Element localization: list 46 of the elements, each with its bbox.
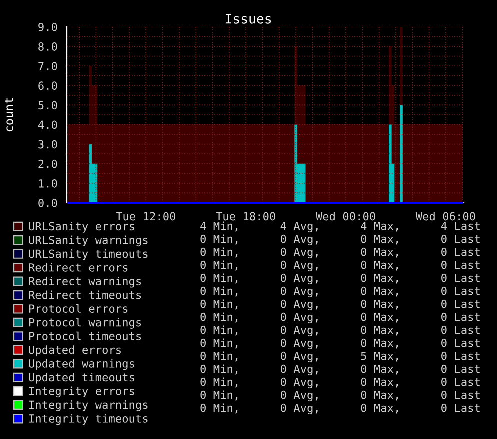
legend-label: Protocol timeouts — [30, 332, 142, 340]
text: 0 Min, 0 Avg, 0 Max, 0 Last — [200, 390, 480, 402]
x-tick-label: Wed 06:00 — [416, 212, 476, 221]
y-tick-label: 5.0 — [38, 101, 58, 110]
legend-label: URLSanity errors — [29, 222, 134, 233]
y-tick-label: 1.0 — [39, 179, 58, 188]
text: 0 Min, 0 Avg, 0 Max, 0 Last — [200, 326, 480, 337]
text: 0 Min, 0 Avg, 0 Max, 0 Last — [200, 364, 480, 376]
legend-label: Redirect timeouts — [29, 290, 142, 300]
legend-label: URLSanity warnings — [29, 236, 148, 247]
legend-label: Integrity timeouts — [30, 414, 148, 426]
y-tick-label: 3.0 — [38, 140, 58, 149]
text: 0 Min, 0 Avg, 0 Max, 0 Last — [200, 404, 480, 415]
legend-label: Updated timeouts — [29, 373, 134, 384]
legend-label: Updated errors — [29, 346, 121, 356]
text: 0 Min, 0 Avg, 0 Max, 0 Last — [200, 260, 480, 272]
x-tick-label: Wed 00:00 — [316, 212, 376, 221]
text: 0 Min, 0 Avg, 0 Max, 0 Last — [200, 274, 480, 285]
text: 0 Min, 0 Avg, 0 Max, 0 Last — [200, 338, 480, 350]
chart-title: Issues — [226, 14, 272, 24]
legend-label: Integrity warnings — [30, 400, 148, 412]
legend-label: Redirect warnings — [29, 276, 142, 288]
y-tick-label: 7.0 — [38, 62, 58, 71]
y-tick-label: 9.0 — [38, 23, 58, 32]
x-tick-label: Tue 12:00 — [116, 212, 176, 221]
text: 4 Min, 4 Avg, 4 Max, 4 Last — [200, 222, 480, 233]
text: 0 Min, 0 Avg, 0 Max, 0 Last — [200, 300, 480, 311]
y-tick-label: 2.0 — [38, 160, 58, 168]
text: 0 Min, 0 Avg, 0 Max, 0 Last — [200, 378, 480, 389]
y-axis-title: count — [5, 98, 14, 132]
y-tick-label: 6.0 — [38, 82, 58, 90]
x-tick-label: Tue 18:00 — [216, 212, 276, 221]
text: 0 Min, 0 Avg, 0 Max, 0 Last — [200, 234, 480, 246]
y-tick-label: 0.0 — [38, 199, 58, 208]
text: 0 Min, 0 Avg, 0 Max, 0 Last — [200, 286, 480, 298]
text: 0 Min, 0 Avg, 5 Max, 0 Last — [200, 352, 480, 363]
legend-label: Protocol errors — [30, 304, 128, 314]
y-tick-label: 4.0 — [38, 120, 58, 130]
text: 0 Min, 0 Avg, 0 Max, 0 Last — [200, 312, 480, 324]
legend-label: Redirect errors — [29, 263, 128, 272]
y-tick-label: 8.0 — [38, 42, 58, 51]
legend-label: Updated warnings — [29, 359, 134, 370]
legend-label: URLSanity timeouts — [29, 250, 148, 260]
text: 0 Min, 0 Avg, 0 Max, 0 Last — [200, 248, 480, 259]
legend-label: Protocol warnings — [30, 318, 142, 329]
legend-label: Integrity errors — [30, 386, 134, 398]
